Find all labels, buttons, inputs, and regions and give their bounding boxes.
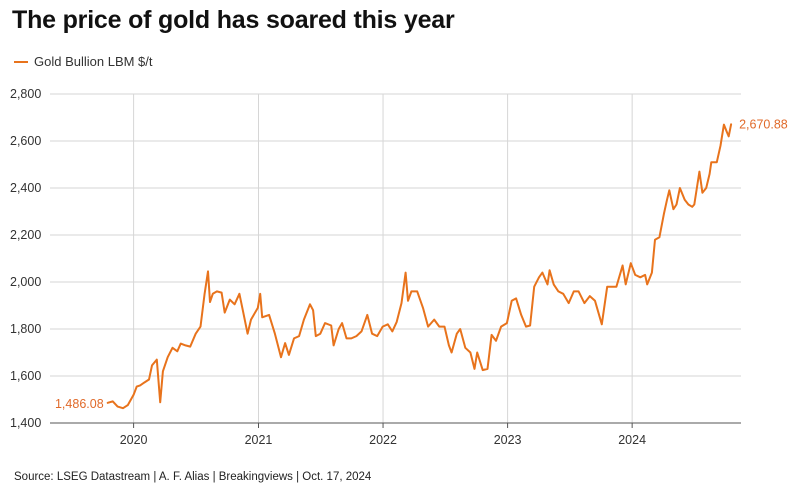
grid — [50, 93, 741, 423]
y-axis: 1,400 1,600 1,800 2,000 2,200 2,400 2,600 2,800 — [10, 87, 41, 430]
y-tick-label: 1,800 — [10, 322, 41, 336]
series-group — [106, 123, 733, 410]
y-tick-label: 2,200 — [10, 228, 41, 242]
y-tick-label: 2,800 — [10, 87, 41, 101]
x-tick-label: 2020 — [120, 433, 148, 447]
start-value-label: 1,486.08 — [55, 397, 104, 411]
y-tick-label: 2,600 — [10, 134, 41, 148]
chart-title: The price of gold has soared this year — [12, 6, 455, 34]
gold-price-line — [106, 123, 733, 410]
y-tick-label: 1,400 — [10, 416, 41, 430]
legend-swatch — [14, 60, 28, 63]
legend: Gold Bullion LBM $/t — [14, 54, 153, 69]
x-tick-label: 2024 — [618, 433, 646, 447]
annotations: 1,486.08 2,670.88 — [55, 117, 788, 410]
source-note: Source: LSEG Datastream | A. F. Alias | … — [14, 471, 372, 483]
x-tick-label: 2023 — [494, 433, 522, 447]
y-tick-label: 2,400 — [10, 181, 41, 195]
legend-label: Gold Bullion LBM $/t — [34, 54, 153, 69]
y-tick-label: 1,600 — [10, 369, 41, 383]
end-value-label: 2,670.88 — [739, 117, 788, 131]
x-axis: 2020 2021 2022 2023 2024 — [120, 423, 646, 447]
x-tick-label: 2021 — [245, 433, 273, 447]
y-tick-label: 2,000 — [10, 275, 41, 289]
x-tick-label: 2022 — [369, 433, 397, 447]
